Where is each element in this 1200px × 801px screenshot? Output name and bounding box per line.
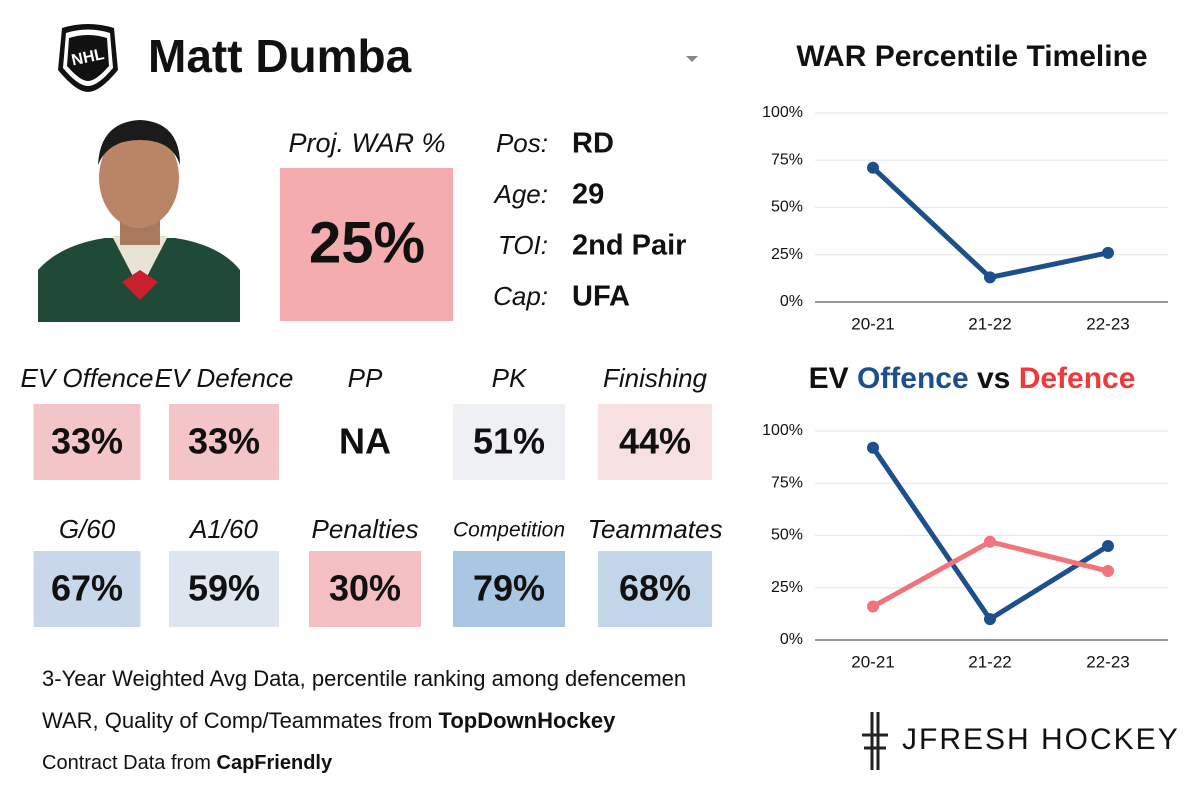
data-point xyxy=(867,600,879,613)
charts: WAR Percentile Timeline 0% 25% 50% 75% 100% 20… xyxy=(762,40,1168,671)
footer-line: 3-Year Weighted Avg Data, percentile ran… xyxy=(42,666,686,691)
x-tick-label: 20-21 xyxy=(851,652,894,671)
tile-box xyxy=(453,404,565,480)
tile-value: 44% xyxy=(619,421,691,462)
info-value: RD xyxy=(572,128,614,160)
x-tick-label: 20-21 xyxy=(851,314,894,333)
y-tick-label: 75% xyxy=(771,151,803,168)
dropdown-arrow[interactable] xyxy=(686,56,698,62)
legend-entry: Defence xyxy=(1019,362,1136,395)
data-point xyxy=(984,271,996,284)
tile-box xyxy=(309,551,421,627)
y-tick-label: 50% xyxy=(771,527,803,544)
chart-title: WAR Percentile Timeline xyxy=(796,40,1147,73)
tile-value: 68% xyxy=(619,568,691,609)
tile-box xyxy=(453,551,565,627)
tile-value: 79% xyxy=(473,568,545,609)
tile-box xyxy=(598,551,712,627)
footer-source: CapFriendly xyxy=(217,752,333,774)
footer-line: Contract Data from CapFriendly xyxy=(42,752,333,774)
info-label: Cap: xyxy=(493,281,548,311)
tile-label: PP xyxy=(348,363,383,393)
y-tick-label: 25% xyxy=(771,579,803,596)
tile-box xyxy=(169,404,279,480)
title-text: EV xyxy=(809,362,849,395)
x-tick-label: 22-23 xyxy=(1086,652,1129,671)
y-tick-label: 75% xyxy=(771,474,803,491)
proj-label: Proj. WAR % xyxy=(288,128,445,158)
proj-value: 25% xyxy=(309,210,425,275)
data-point xyxy=(867,161,879,174)
info-value: 29 xyxy=(572,179,604,211)
tile-label: G/60 xyxy=(59,514,116,544)
y-tick-label: 100% xyxy=(762,422,803,439)
tile-value: 30% xyxy=(329,568,401,609)
tile-label: Competition xyxy=(453,519,565,542)
y-tick-label: 0% xyxy=(780,631,803,648)
tile-label: PK xyxy=(492,363,528,393)
footer-text: WAR, Quality of Comp/Teammates from xyxy=(42,708,439,733)
y-tick-label: 25% xyxy=(771,246,803,263)
x-tick-label: 21-22 xyxy=(968,314,1011,333)
info-label: Age: xyxy=(493,179,549,209)
tile-grid: EV Offence 33% EV Defence 33% PP NA PK 51% Finis… xyxy=(21,363,723,627)
tile-value: 59% xyxy=(188,568,260,609)
y-tick-label: 50% xyxy=(771,199,803,216)
logo-text: NHL xyxy=(70,46,106,70)
footer-line: WAR, Quality of Comp/Teammates from TopD… xyxy=(42,708,616,733)
x-tick-label: 21-22 xyxy=(968,652,1011,671)
x-tick-label: 22-23 xyxy=(1086,314,1129,333)
tile-label: Penalties xyxy=(312,514,419,544)
tile-box xyxy=(598,404,712,480)
tile-box xyxy=(33,551,141,627)
player-photo xyxy=(38,120,240,322)
data-point xyxy=(1102,565,1114,578)
data-point xyxy=(984,535,996,548)
data-point xyxy=(1102,539,1114,552)
nhl-logo: NHL xyxy=(58,24,118,92)
tile-value: 33% xyxy=(51,421,123,462)
info-value: 2nd Pair xyxy=(572,230,686,262)
info-label: Pos: xyxy=(496,128,548,158)
brand: JFRESH HOCKEY xyxy=(902,723,1180,756)
data-point xyxy=(1102,246,1114,259)
footer-text: Contract Data from xyxy=(42,752,217,774)
data-point xyxy=(984,613,996,626)
player-name: Matt Dumba xyxy=(148,30,412,82)
tile-value: 33% xyxy=(188,421,260,462)
tile-value: 67% xyxy=(51,568,123,609)
tile-label: Finishing xyxy=(603,363,708,393)
tile-value: 51% xyxy=(473,421,545,462)
tile-label: A1/60 xyxy=(188,514,258,544)
y-tick-label: 0% xyxy=(780,293,803,310)
info-label: TOI: xyxy=(498,230,548,260)
data-point xyxy=(867,441,879,454)
brand-mark xyxy=(862,712,888,770)
chart-title: EV Offence vs Defence xyxy=(809,362,1136,395)
tile-label: Teammates xyxy=(588,514,723,544)
tile-label: EV Offence xyxy=(21,363,154,393)
info-list: Pos: RD Age: 29 TOI: 2nd Pair Cap: UFA xyxy=(493,128,687,313)
info-value: UFA xyxy=(572,281,630,313)
tile-box xyxy=(33,404,141,480)
footer-source: TopDownHockey xyxy=(439,708,617,733)
tile-value: NA xyxy=(339,421,391,462)
title-text: vs xyxy=(977,362,1010,395)
proj-box xyxy=(280,168,453,321)
tile-label: EV Defence xyxy=(155,363,294,393)
tile-box xyxy=(169,551,279,627)
legend-entry: Offence xyxy=(857,362,969,395)
tile-box xyxy=(309,404,421,480)
y-tick-label: 100% xyxy=(762,104,803,121)
